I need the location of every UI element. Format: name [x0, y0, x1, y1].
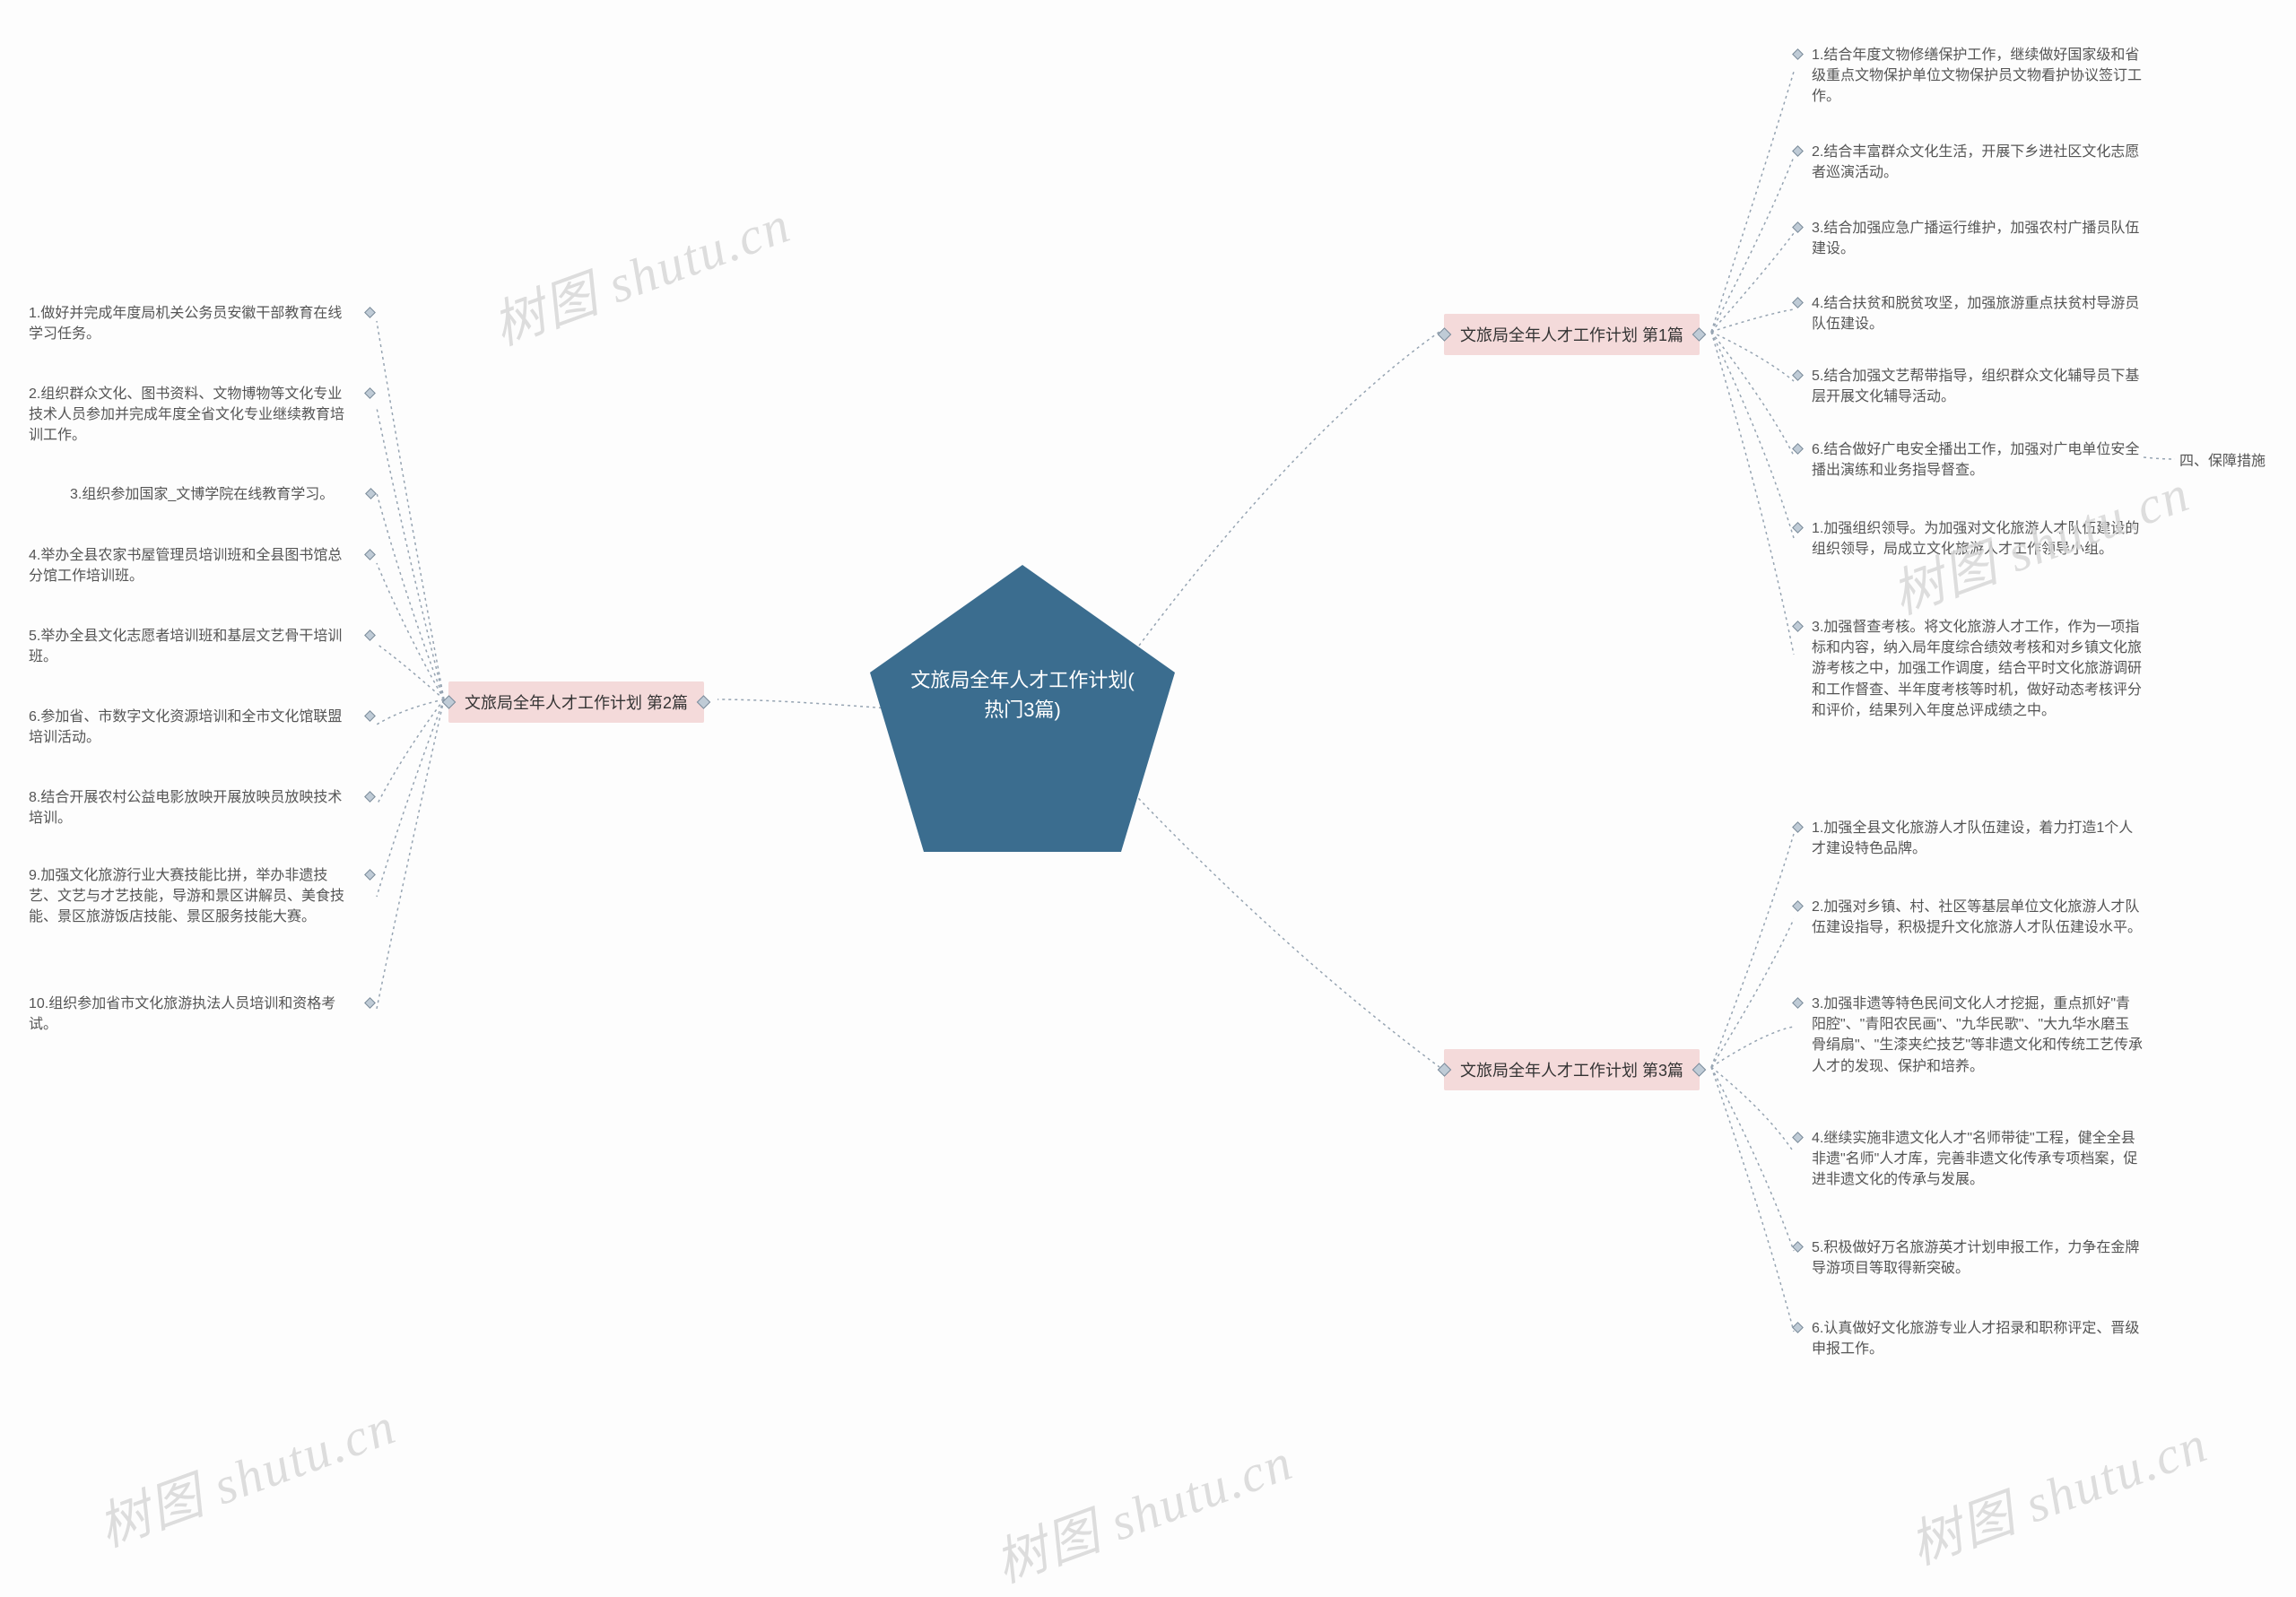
leaf-text: 1.结合年度文物修缮保护工作，继续做好国家级和省级重点文物保护单位文物保护员文物… — [1812, 48, 2142, 104]
leaf-text: 5.举办全县文化志愿者培训班和基层文艺骨干培训班。 — [29, 629, 342, 664]
branch-1-item-1: 2.结合丰富群众文化生活，开展下乡进社区文化志愿者巡演活动。 — [1812, 142, 2144, 183]
leaf-dot — [1792, 1132, 1804, 1143]
watermark: 树图 shutu.cn — [1898, 1402, 2216, 1579]
leaf-text: 2.结合丰富群众文化生活，开展下乡进社区文化志愿者巡演活动。 — [1812, 144, 2139, 180]
branch-1-item-6: 1.加强组织领导。为加强对文化旅游人才队伍建设的组织领导，局成立文化旅游人才工作… — [1812, 518, 2144, 560]
branch-3-item-1: 2.加强对乡镇、村、社区等基层单位文化旅游人才队伍建设指导，积极提升文化旅游人才… — [1812, 897, 2144, 938]
leaf-text: 1.加强全县文化旅游人才队伍建设，着力打造1个人才建设特色品牌。 — [1812, 820, 2133, 856]
leaf-dot — [1792, 997, 1804, 1009]
leaf-dot — [1792, 522, 1804, 534]
leaf-dot — [364, 307, 376, 318]
branch-1-tail: 四、保障措施 — [2179, 448, 2266, 470]
leaf-dot — [1792, 48, 1804, 60]
branch-2-label-text: 文旅局全年人才工作计划 第2篇 — [465, 694, 688, 712]
leaf-dot — [364, 629, 376, 641]
branch-2-item-7: 9.加强文化旅游行业大赛技能比拼，举办非遗技艺、文艺与才艺技能，导游和景区讲解员… — [29, 865, 356, 928]
leaf-text: 3.结合加强应急广播运行维护，加强农村广播员队伍建设。 — [1812, 221, 2139, 256]
center-title-line1: 文旅局全年人才工作计划( — [910, 669, 1134, 691]
leaf-text: 5.积极做好万名旅游英才计划申报工作，力争在金牌导游项目等取得新突破。 — [1812, 1240, 2139, 1276]
leaf-text: 6.结合做好广电安全播出工作，加强对广电单位安全播出演练和业务指导督查。 — [1812, 442, 2139, 478]
branch-3-item-3: 4.继续实施非遗文化人才"名师带徒"工程，健全全县非遗"名师"人才库，完善非遗文… — [1812, 1128, 2144, 1191]
branch-1-label-text: 文旅局全年人才工作计划 第1篇 — [1460, 326, 1683, 344]
branch-1-item-2: 3.结合加强应急广播运行维护，加强农村广播员队伍建设。 — [1812, 218, 2144, 259]
branch-1-item-7: 3.加强督查考核。将文化旅游人才工作，作为一项指标和内容，纳入局年度综合绩效考核… — [1812, 617, 2144, 721]
watermark-text: 树图 shutu.cn — [485, 195, 798, 356]
center-title: 文旅局全年人才工作计划( 热门3篇) — [861, 665, 1184, 725]
branch-2-item-0: 1.做好并完成年度局机关公务员安徽干部教育在线学习任务。 — [29, 303, 356, 344]
leaf-dot — [364, 869, 376, 881]
branch-2-item-4: 5.举办全县文化志愿者培训班和基层文艺骨干培训班。 — [29, 626, 356, 667]
leaf-dot — [1792, 1241, 1804, 1253]
branch-2-item-2: 3.组织参加国家_文博学院在线教育学习。 — [70, 484, 357, 505]
leaf-dot — [364, 549, 376, 560]
tail-text: 四、保障措施 — [2179, 454, 2266, 469]
leaf-dot — [364, 791, 376, 803]
leaf-dot — [1792, 221, 1804, 233]
leaf-dot — [1792, 1322, 1804, 1333]
leaf-dot — [1792, 821, 1804, 833]
leaf-text: 5.结合加强文艺帮带指导，组织群众文化辅导员下基层开展文化辅导活动。 — [1812, 369, 2139, 404]
leaf-text: 4.结合扶贫和脱贫攻坚，加强旅游重点扶贫村导游员队伍建设。 — [1812, 296, 2139, 332]
watermark-text: 树图 shutu.cn — [1902, 1414, 2215, 1575]
leaf-text: 6.参加省、市数字文化资源培训和全市文化馆联盟培训活动。 — [29, 709, 342, 745]
leaf-text: 2.加强对乡镇、村、社区等基层单位文化旅游人才队伍建设指导，积极提升文化旅游人才… — [1812, 899, 2142, 935]
leaf-text: 2.组织群众文化、图书资料、文物博物等文化专业技术人员参加并完成年度全省文化专业… — [29, 386, 344, 443]
watermark: 树图 shutu.cn — [86, 1384, 404, 1561]
leaf-dot — [364, 387, 376, 399]
watermark-text: 树图 shutu.cn — [91, 1396, 404, 1558]
branch-2-item-6: 8.结合开展农村公益电影放映开展放映员放映技术培训。 — [29, 787, 356, 829]
branch-3-label-text: 文旅局全年人才工作计划 第3篇 — [1460, 1062, 1683, 1080]
center-node: 文旅局全年人才工作计划( 热门3篇) — [861, 556, 1184, 861]
leaf-text: 10.组织参加省市文化旅游执法人员培训和资格考试。 — [29, 996, 335, 1032]
leaf-dot — [364, 710, 376, 722]
leaf-text: 4.继续实施非遗文化人才"名师带徒"工程，健全全县非遗"名师"人才库，完善非遗文… — [1812, 1131, 2137, 1187]
leaf-text: 8.结合开展农村公益电影放映开展放映员放映技术培训。 — [29, 790, 342, 826]
branch-2-item-1: 2.组织群众文化、图书资料、文物博物等文化专业技术人员参加并完成年度全省文化专业… — [29, 384, 356, 447]
branch-1-item-5: 6.结合做好广电安全播出工作，加强对广电单位安全播出演练和业务指导督查。 — [1812, 439, 2144, 481]
leaf-dot — [1792, 621, 1804, 632]
leaf-dot — [364, 997, 376, 1009]
branch-2-label: 文旅局全年人才工作计划 第2篇 — [448, 681, 704, 723]
branch-1-label: 文旅局全年人才工作计划 第1篇 — [1444, 314, 1700, 355]
leaf-text: 9.加强文化旅游行业大赛技能比拼，举办非遗技艺、文艺与才艺技能，导游和景区讲解员… — [29, 868, 344, 924]
branch-3-item-2: 3.加强非遗等特色民间文化人才挖掘，重点抓好"青阳腔"、"青阳农民画"、"九华民… — [1812, 994, 2144, 1077]
leaf-text: 1.做好并完成年度局机关公务员安徽干部教育在线学习任务。 — [29, 306, 342, 342]
leaf-text: 3.加强非遗等特色民间文化人才挖掘，重点抓好"青阳腔"、"青阳农民画"、"九华民… — [1812, 996, 2143, 1074]
watermark-text: 树图 shutu.cn — [987, 1432, 1300, 1593]
leaf-dot — [365, 488, 377, 499]
mindmap-canvas: 文旅局全年人才工作计划( 热门3篇) 文旅局全年人才工作计划 第1篇 文旅局全年… — [0, 0, 2296, 1563]
leaf-text: 1.加强组织领导。为加强对文化旅游人才队伍建设的组织领导，局成立文化旅游人才工作… — [1812, 521, 2139, 557]
leaf-text: 3.组织参加国家_文博学院在线教育学习。 — [70, 487, 334, 502]
leaf-text: 4.举办全县农家书屋管理员培训班和全县图书馆总分馆工作培训班。 — [29, 548, 342, 584]
branch-3-label: 文旅局全年人才工作计划 第3篇 — [1444, 1049, 1700, 1090]
leaf-text: 6.认真做好文化旅游专业人才招录和职称评定、晋级申报工作。 — [1812, 1321, 2139, 1357]
branch-3-item-5: 6.认真做好文化旅游专业人才招录和职称评定、晋级申报工作。 — [1812, 1318, 2144, 1359]
branch-2-item-5: 6.参加省、市数字文化资源培训和全市文化馆联盟培训活动。 — [29, 707, 356, 748]
leaf-dot — [1792, 369, 1804, 381]
leaf-dot — [1792, 443, 1804, 455]
branch-1-item-0: 1.结合年度文物修缮保护工作，继续做好国家级和省级重点文物保护单位文物保护员文物… — [1812, 45, 2144, 108]
branch-3-item-4: 5.积极做好万名旅游英才计划申报工作，力争在金牌导游项目等取得新突破。 — [1812, 1237, 2144, 1279]
branch-3-item-0: 1.加强全县文化旅游人才队伍建设，着力打造1个人才建设特色品牌。 — [1812, 818, 2144, 859]
center-title-line2: 热门3篇) — [984, 699, 1061, 721]
leaf-dot — [1792, 145, 1804, 157]
branch-2-item-3: 4.举办全县农家书屋管理员培训班和全县图书馆总分馆工作培训班。 — [29, 545, 356, 586]
branch-1-item-4: 5.结合加强文艺帮带指导，组织群众文化辅导员下基层开展文化辅导活动。 — [1812, 366, 2144, 407]
watermark: 树图 shutu.cn — [481, 182, 799, 360]
leaf-dot — [1792, 297, 1804, 308]
leaf-text: 3.加强督查考核。将文化旅游人才工作，作为一项指标和内容，纳入局年度综合绩效考核… — [1812, 620, 2142, 718]
watermark: 树图 shutu.cn — [983, 1419, 1301, 1597]
branch-2-item-8: 10.组织参加省市文化旅游执法人员培训和资格考试。 — [29, 994, 356, 1035]
branch-1-item-3: 4.结合扶贫和脱贫攻坚，加强旅游重点扶贫村导游员队伍建设。 — [1812, 293, 2144, 334]
leaf-dot — [1792, 900, 1804, 912]
